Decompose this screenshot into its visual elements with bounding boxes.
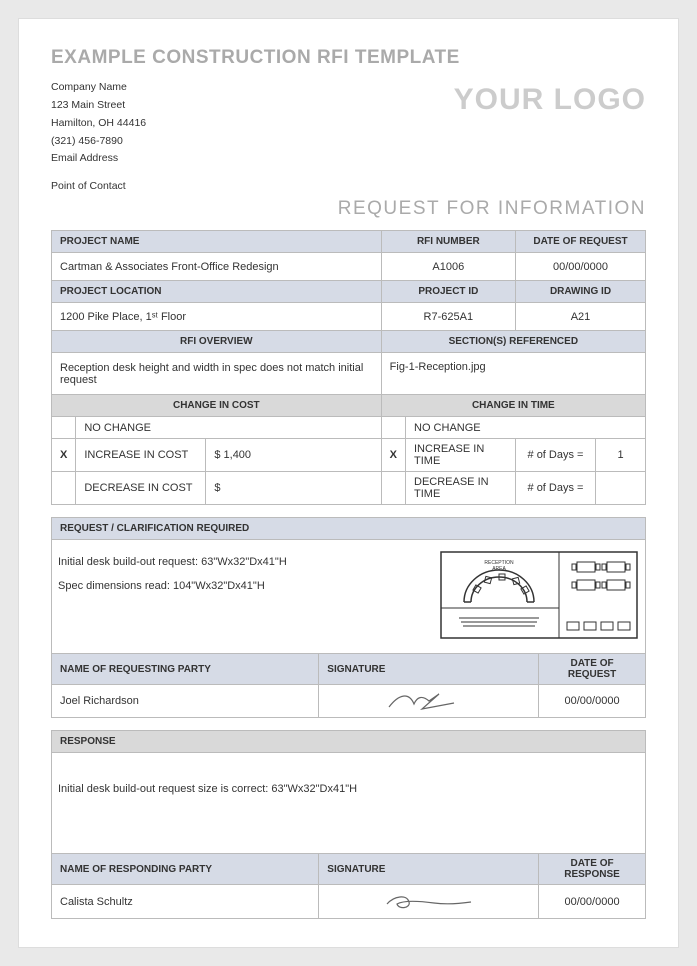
req-party-name: Joel Richardson <box>52 685 319 718</box>
h-sections-ref: SECTION(S) REFERENCED <box>381 331 645 353</box>
h-project-id: PROJECT ID <box>381 281 515 303</box>
h-request-clar: REQUEST / CLARIFICATION REQUIRED <box>52 518 646 540</box>
h-response: RESPONSE <box>52 731 646 753</box>
time-dec-mark <box>381 472 405 505</box>
floorplan-icon: RECEPTION AREA <box>439 550 639 643</box>
h-signature-resp: SIGNATURE <box>319 854 539 885</box>
logo-placeholder: YOUR LOGO <box>454 79 646 196</box>
time-dec-days: # of Days = <box>516 472 596 505</box>
h-signature-req: SIGNATURE <box>319 654 539 685</box>
company-city: Hamilton, OH 44416 <box>51 115 146 133</box>
drawing-id: A21 <box>516 303 646 331</box>
cost-nochange-mark <box>52 417 76 439</box>
time-inc-label: INCREASE IN TIME <box>406 439 516 472</box>
time-inc-mark: X <box>381 439 405 472</box>
h-project-location: PROJECT LOCATION <box>52 281 382 303</box>
company-email: Email Address <box>51 150 146 168</box>
response-table: RESPONSE Initial desk build-out request … <box>51 730 646 919</box>
company-info: Company Name 123 Main Street Hamilton, O… <box>51 79 146 196</box>
h-date-response: DATE OF RESPONSE <box>539 854 646 885</box>
resp-signature <box>319 885 539 919</box>
req-signature <box>319 685 539 718</box>
document-title: EXAMPLE CONSTRUCTION RFI TEMPLATE <box>51 47 646 69</box>
request-content: Initial desk build-out request: 63"Wx32"… <box>52 540 645 653</box>
company-name: Company Name <box>51 79 146 97</box>
company-street: 123 Main Street <box>51 97 146 115</box>
h-name-req: NAME OF REQUESTING PARTY <box>52 654 319 685</box>
document-page: EXAMPLE CONSTRUCTION RFI TEMPLATE Compan… <box>18 18 679 948</box>
time-inc-days: # of Days = <box>516 439 596 472</box>
svg-text:AREA: AREA <box>492 566 506 572</box>
req-date: 00/00/0000 <box>539 685 646 718</box>
h-name-resp: NAME OF RESPONDING PARTY <box>52 854 319 885</box>
time-inc-val: 1 <box>596 439 646 472</box>
h-drawing-id: DRAWING ID <box>516 281 646 303</box>
rfi-number: A1006 <box>381 253 515 281</box>
h-project-name: PROJECT NAME <box>52 231 382 253</box>
h-rfi-number: RFI NUMBER <box>381 231 515 253</box>
h-rfi-overview: RFI OVERVIEW <box>52 331 382 353</box>
request-table: REQUEST / CLARIFICATION REQUIRED Initial… <box>51 517 646 718</box>
resp-party-name: Calista Schultz <box>52 885 319 919</box>
rfi-heading: REQUEST FOR INFORMATION <box>51 198 646 220</box>
time-dec-label: DECREASE IN TIME <box>406 472 516 505</box>
cost-nochange: NO CHANGE <box>76 417 381 439</box>
cost-dec-val: $ <box>206 472 381 505</box>
header-row: Company Name 123 Main Street Hamilton, O… <box>51 79 646 196</box>
resp-date: 00/00/0000 <box>539 885 646 919</box>
h-change-cost: CHANGE IN COST <box>52 395 382 417</box>
h-date-req2: DATE OF REQUEST <box>539 654 646 685</box>
time-nochange-mark <box>381 417 405 439</box>
project-location: 1200 Pike Place, 1ˢᵗ Floor <box>52 303 382 331</box>
project-info-table: PROJECT NAME RFI NUMBER DATE OF REQUEST … <box>51 230 646 505</box>
rfi-overview: Reception desk height and width in spec … <box>52 353 382 395</box>
sections-ref: Fig-1-Reception.jpg <box>381 353 645 395</box>
project-name: Cartman & Associates Front-Office Redesi… <box>52 253 382 281</box>
project-id: R7-625A1 <box>381 303 515 331</box>
request-line2: Spec dimensions read: 104"Wx32"Dx41"H <box>58 574 439 598</box>
cost-inc-val: $ 1,400 <box>206 439 381 472</box>
cost-inc-label: INCREASE IN COST <box>76 439 206 472</box>
h-date-request: DATE OF REQUEST <box>516 231 646 253</box>
request-line1: Initial desk build-out request: 63"Wx32"… <box>58 550 439 574</box>
company-phone: (321) 456-7890 <box>51 133 146 151</box>
cost-dec-mark <box>52 472 76 505</box>
cost-inc-mark: X <box>52 439 76 472</box>
response-text: Initial desk build-out request size is c… <box>52 753 645 853</box>
time-nochange: NO CHANGE <box>406 417 646 439</box>
date-request: 00/00/0000 <box>516 253 646 281</box>
time-dec-val <box>596 472 646 505</box>
cost-dec-label: DECREASE IN COST <box>76 472 206 505</box>
h-change-time: CHANGE IN TIME <box>381 395 645 417</box>
company-contact: Point of Contact <box>51 178 146 196</box>
